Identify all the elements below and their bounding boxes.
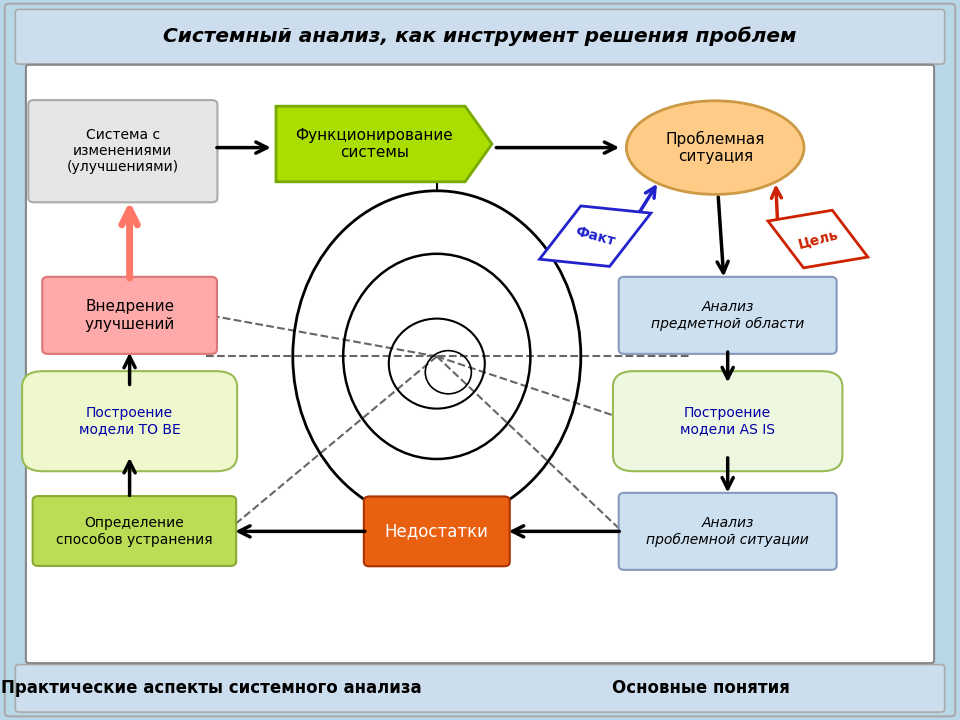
- FancyBboxPatch shape: [22, 372, 237, 472]
- FancyBboxPatch shape: [42, 276, 217, 354]
- Text: Определение
способов устранения: Определение способов устранения: [56, 516, 213, 546]
- Text: Недостатки: Недостатки: [385, 523, 489, 540]
- Text: Практические аспекты системного анализа: Практические аспекты системного анализа: [1, 680, 421, 697]
- FancyBboxPatch shape: [29, 100, 217, 202]
- FancyBboxPatch shape: [612, 372, 843, 472]
- Ellipse shape: [627, 101, 804, 194]
- Text: Внедрение
улучшений: Внедрение улучшений: [84, 300, 175, 331]
- FancyBboxPatch shape: [33, 496, 236, 566]
- Text: Основные понятия: Основные понятия: [612, 680, 790, 697]
- Polygon shape: [768, 210, 868, 268]
- Text: Построение
модели ТО ВЕ: Построение модели ТО ВЕ: [79, 406, 180, 436]
- FancyBboxPatch shape: [364, 497, 510, 566]
- Polygon shape: [276, 106, 492, 181]
- Text: Факт: Факт: [574, 224, 616, 248]
- FancyBboxPatch shape: [15, 9, 945, 64]
- FancyBboxPatch shape: [618, 276, 836, 354]
- Text: Построение
модели AS IS: Построение модели AS IS: [681, 406, 775, 436]
- Text: Система с
изменениями
(улучшениями): Система с изменениями (улучшениями): [67, 128, 179, 174]
- Text: Цель: Цель: [796, 227, 840, 251]
- Text: Анализ
проблемной ситуации: Анализ проблемной ситуации: [646, 516, 809, 546]
- Text: Проблемная
ситуация: Проблемная ситуация: [665, 131, 765, 164]
- Text: Функционирование
системы: Функционирование системы: [296, 127, 453, 161]
- FancyBboxPatch shape: [618, 492, 836, 570]
- FancyBboxPatch shape: [5, 4, 955, 716]
- Text: Анализ
предметной области: Анализ предметной области: [651, 300, 804, 330]
- FancyBboxPatch shape: [26, 65, 934, 663]
- Polygon shape: [540, 206, 651, 266]
- Text: Системный анализ, как инструмент решения проблем: Системный анализ, как инструмент решения…: [163, 26, 797, 46]
- FancyBboxPatch shape: [15, 665, 945, 712]
